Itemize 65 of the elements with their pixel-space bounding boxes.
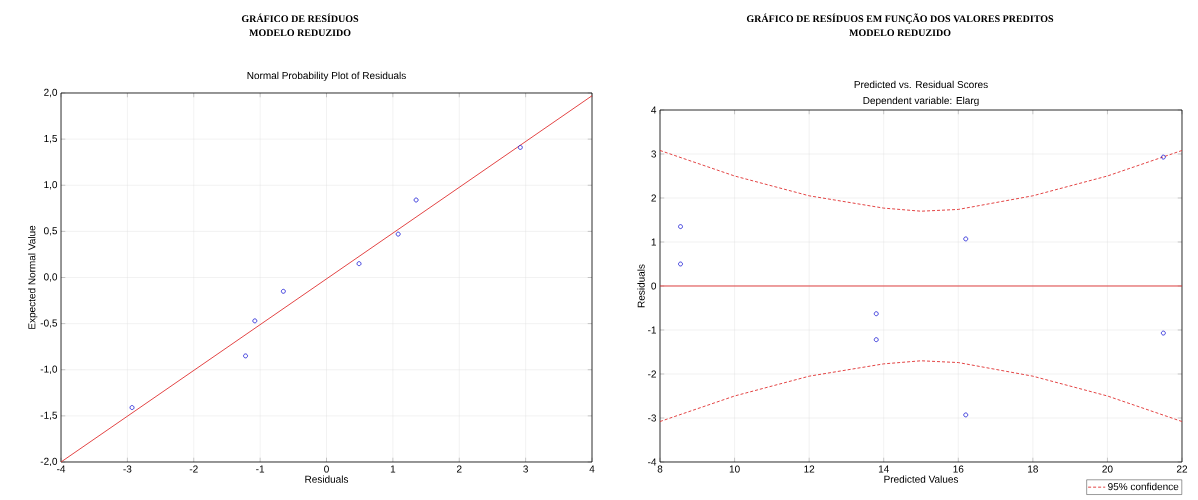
y-tick-label: -1,0 [40, 365, 58, 374]
x-tick-label: 1 [390, 465, 396, 473]
y-tick-label: -3 [648, 414, 657, 422]
x-tick-label: 3 [523, 465, 528, 473]
point [873, 311, 879, 317]
x-tick-label: 20 [1102, 465, 1113, 473]
point [517, 144, 523, 150]
chart-title: Normal Probability Plot of Residuals [247, 71, 406, 82]
x-tick-label: 18 [1028, 465, 1038, 473]
point [413, 197, 419, 203]
y-axis-title: Expected Normal Value [28, 225, 38, 329]
chart-title: Predicted vs. Residual Scores [854, 80, 988, 89]
x-tick-label: 22 [1176, 465, 1188, 473]
point [356, 261, 362, 267]
y-tick-label: 2,0 [44, 88, 58, 98]
x-tick-label: 0 [324, 465, 329, 473]
y-tick-label: 1,5 [44, 135, 58, 144]
x-tick-label: 14 [878, 465, 889, 473]
y-tick-label: 3 [651, 150, 657, 158]
point [129, 405, 135, 411]
x-tick-label: 12 [804, 465, 815, 473]
point [243, 353, 248, 359]
x-tick-label: 16 [953, 465, 964, 473]
point [678, 224, 683, 230]
x-tick-label: 8 [657, 465, 663, 473]
point [395, 231, 401, 237]
y-tick-label: 0,0 [43, 273, 58, 282]
line-series [659, 150, 1183, 212]
point [963, 236, 969, 242]
point [252, 318, 258, 324]
point [678, 261, 683, 267]
x-tick-label: 4 [589, 465, 595, 473]
y-tick-label: -4 [648, 458, 657, 466]
point [873, 337, 879, 343]
point [1160, 330, 1166, 336]
x-tick-label: 10 [729, 465, 740, 473]
x-tick-label: -4 [57, 465, 66, 473]
x-tick-label: 2 [456, 465, 462, 473]
text: GRÁFICO DE RESÍDUOS EM FUNÇÃO DOS VALORES PREDITOS [746, 13, 1054, 25]
point [280, 288, 286, 294]
chart-subtitle: Dependent variable: Elarg [863, 96, 979, 107]
x-tick-label: -2 [189, 465, 198, 473]
y-tick-label: 1 [651, 238, 656, 246]
y-tick-label: -1,5 [40, 411, 58, 420]
y-tick-label: -2 [648, 370, 656, 378]
text: MODELO REDUZIDO [849, 29, 951, 37]
y-tick-label: 1,0 [44, 181, 58, 190]
text: MODELO REDUZIDO [249, 29, 351, 37]
y-tick-label: 0 [651, 282, 657, 290]
x-tick-label: -3 [123, 465, 132, 473]
y-tick-label: -1 [648, 326, 656, 334]
point [1160, 154, 1166, 160]
x-axis-title: Predicted Values [884, 475, 959, 483]
x-tick-label: -1 [256, 465, 265, 473]
x-axis-title: Residuals [305, 475, 349, 483]
point [963, 412, 969, 418]
line-series [659, 360, 1183, 422]
y-tick-label: 0,5 [43, 227, 58, 236]
y-tick-label: 4 [651, 106, 657, 114]
y-axis-title: Residuals [637, 264, 645, 308]
legend-label: 95% confidence [1108, 482, 1179, 491]
text: GRÁFICO DE RESÍDUOS [241, 13, 359, 23]
y-tick-label: 2 [651, 194, 656, 202]
y-tick-label: -0,5 [40, 319, 58, 328]
y-tick-label: -2,0 [40, 457, 58, 467]
